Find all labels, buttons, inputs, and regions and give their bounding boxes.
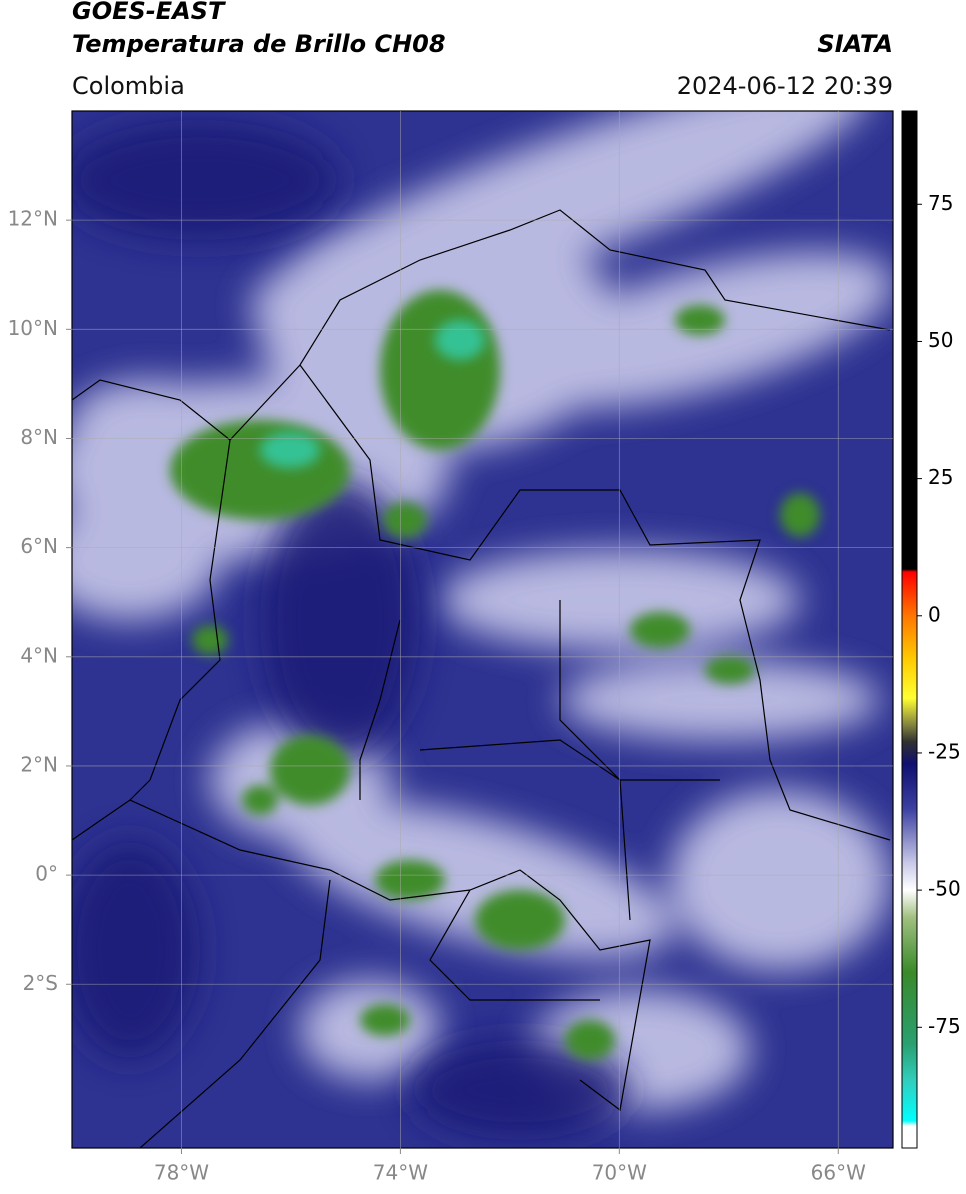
source-label: SIATA bbox=[817, 30, 893, 58]
colorbar-tick-label: -25 bbox=[928, 739, 961, 763]
region-label: Colombia bbox=[72, 72, 185, 100]
y-tick-label: 0° bbox=[35, 862, 58, 886]
x-tick-label: 70°W bbox=[592, 1161, 647, 1185]
y-tick-label: 10°N bbox=[8, 316, 58, 340]
y-tick-label: 2°N bbox=[20, 752, 58, 776]
x-tick-label: 66°W bbox=[811, 1161, 866, 1185]
colorbar-tick-label: 0 bbox=[928, 602, 941, 626]
colorbar-tick-label: -75 bbox=[928, 1014, 961, 1038]
timestamp: 2024-06-12 20:39 bbox=[677, 72, 893, 100]
y-tick-label: 2°S bbox=[23, 971, 58, 995]
y-tick-label: 8°N bbox=[20, 425, 58, 449]
colorbar bbox=[901, 110, 918, 1149]
y-tick-label: 4°N bbox=[20, 643, 58, 667]
colorbar-tick-label: 50 bbox=[928, 328, 953, 352]
y-tick-label: 6°N bbox=[20, 534, 58, 558]
y-tick-label: 12°N bbox=[8, 207, 58, 231]
colorbar-tick-label: -50 bbox=[928, 877, 961, 901]
x-tick-label: 78°W bbox=[154, 1161, 209, 1185]
title-line1: GOES-EAST bbox=[72, 0, 226, 25]
colorbar-tick-label: 25 bbox=[928, 465, 953, 489]
title-line2: Temperatura de Brillo CH08 bbox=[72, 30, 446, 58]
map-frame bbox=[71, 110, 894, 1149]
x-tick-label: 74°W bbox=[373, 1161, 428, 1185]
satellite-image bbox=[72, 111, 893, 1148]
colorbar-tick-label: 75 bbox=[928, 191, 953, 215]
